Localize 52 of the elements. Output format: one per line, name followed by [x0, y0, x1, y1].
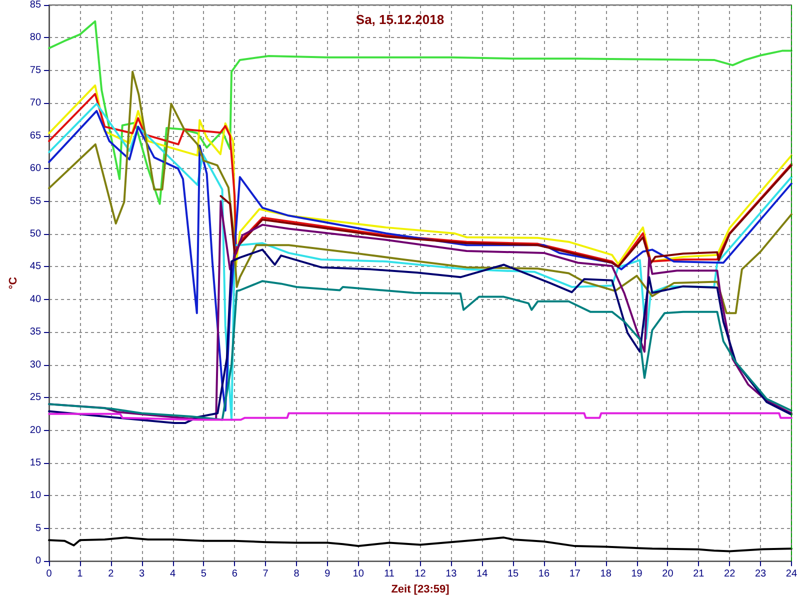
x-tick-label: 23 [754, 568, 767, 580]
y-tick-label: 10 [30, 490, 42, 502]
line-series [48, 248, 792, 424]
line-series [48, 536, 792, 552]
line-series [48, 70, 792, 314]
y-tick-label: 5 [35, 522, 42, 534]
x-axis-title: Zeit [23:59] [391, 584, 450, 596]
y-tick-label: 15 [30, 457, 42, 468]
x-tick-label: 22 [724, 568, 736, 580]
y-tick-label: 20 [30, 424, 42, 436]
y-tick-label: 75 [30, 64, 42, 76]
y-tick-label: 25 [30, 392, 42, 404]
y-tick-label: 70 [30, 98, 42, 109]
text: Sa, 15.12.2018 [356, 12, 444, 27]
y-tick-label: 55 [30, 196, 42, 207]
y-tick-label: 0 [35, 556, 42, 567]
x-tick-label: 15 [507, 568, 520, 580]
x-tick-label: 6 [232, 568, 238, 580]
x-tick-label: 5 [200, 568, 207, 580]
x-tick-label: 0 [46, 568, 52, 580]
line-series [48, 412, 792, 421]
x-tick-label: 10 [352, 568, 364, 580]
x-tick-label: 1 [77, 568, 84, 580]
x-tick-label: 8 [294, 568, 300, 580]
x-tick-label: 17 [569, 568, 581, 580]
x-tick-label: 2 [108, 568, 114, 580]
y-tick-label: 50 [30, 228, 42, 240]
x-tick-label: 18 [600, 568, 612, 580]
x-tick-label: 14 [476, 568, 488, 580]
x-tick-label: 16 [538, 568, 550, 580]
x-tick-label: 3 [139, 568, 146, 580]
y-tick-label: 60 [30, 163, 42, 174]
x-tick-label: 21 [693, 568, 705, 580]
x-tick-label: 9 [324, 568, 331, 580]
y-tick-label: 45 [30, 261, 42, 272]
x-tick-label: 7 [262, 568, 269, 580]
line-series [220, 164, 792, 268]
x-tick-label: 13 [446, 568, 458, 580]
x-tick-label: 19 [631, 568, 643, 580]
x-tick-label: 24 [786, 568, 798, 580]
y-tick-label: 35 [30, 326, 42, 338]
x-tick-label: 20 [662, 568, 674, 580]
y-tick-label: 30 [30, 359, 42, 370]
x-tick-label: 4 [170, 568, 176, 580]
line-series [48, 280, 792, 421]
y-axis-title: °C [8, 276, 20, 290]
x-tick-label: 12 [414, 568, 426, 580]
x-tick-label: 11 [384, 568, 395, 580]
y-tick-label: 40 [30, 294, 42, 305]
y-tick-label: 65 [30, 130, 42, 142]
y-tick-label: 85 [30, 0, 42, 10]
y-tick-label: 80 [30, 32, 42, 44]
